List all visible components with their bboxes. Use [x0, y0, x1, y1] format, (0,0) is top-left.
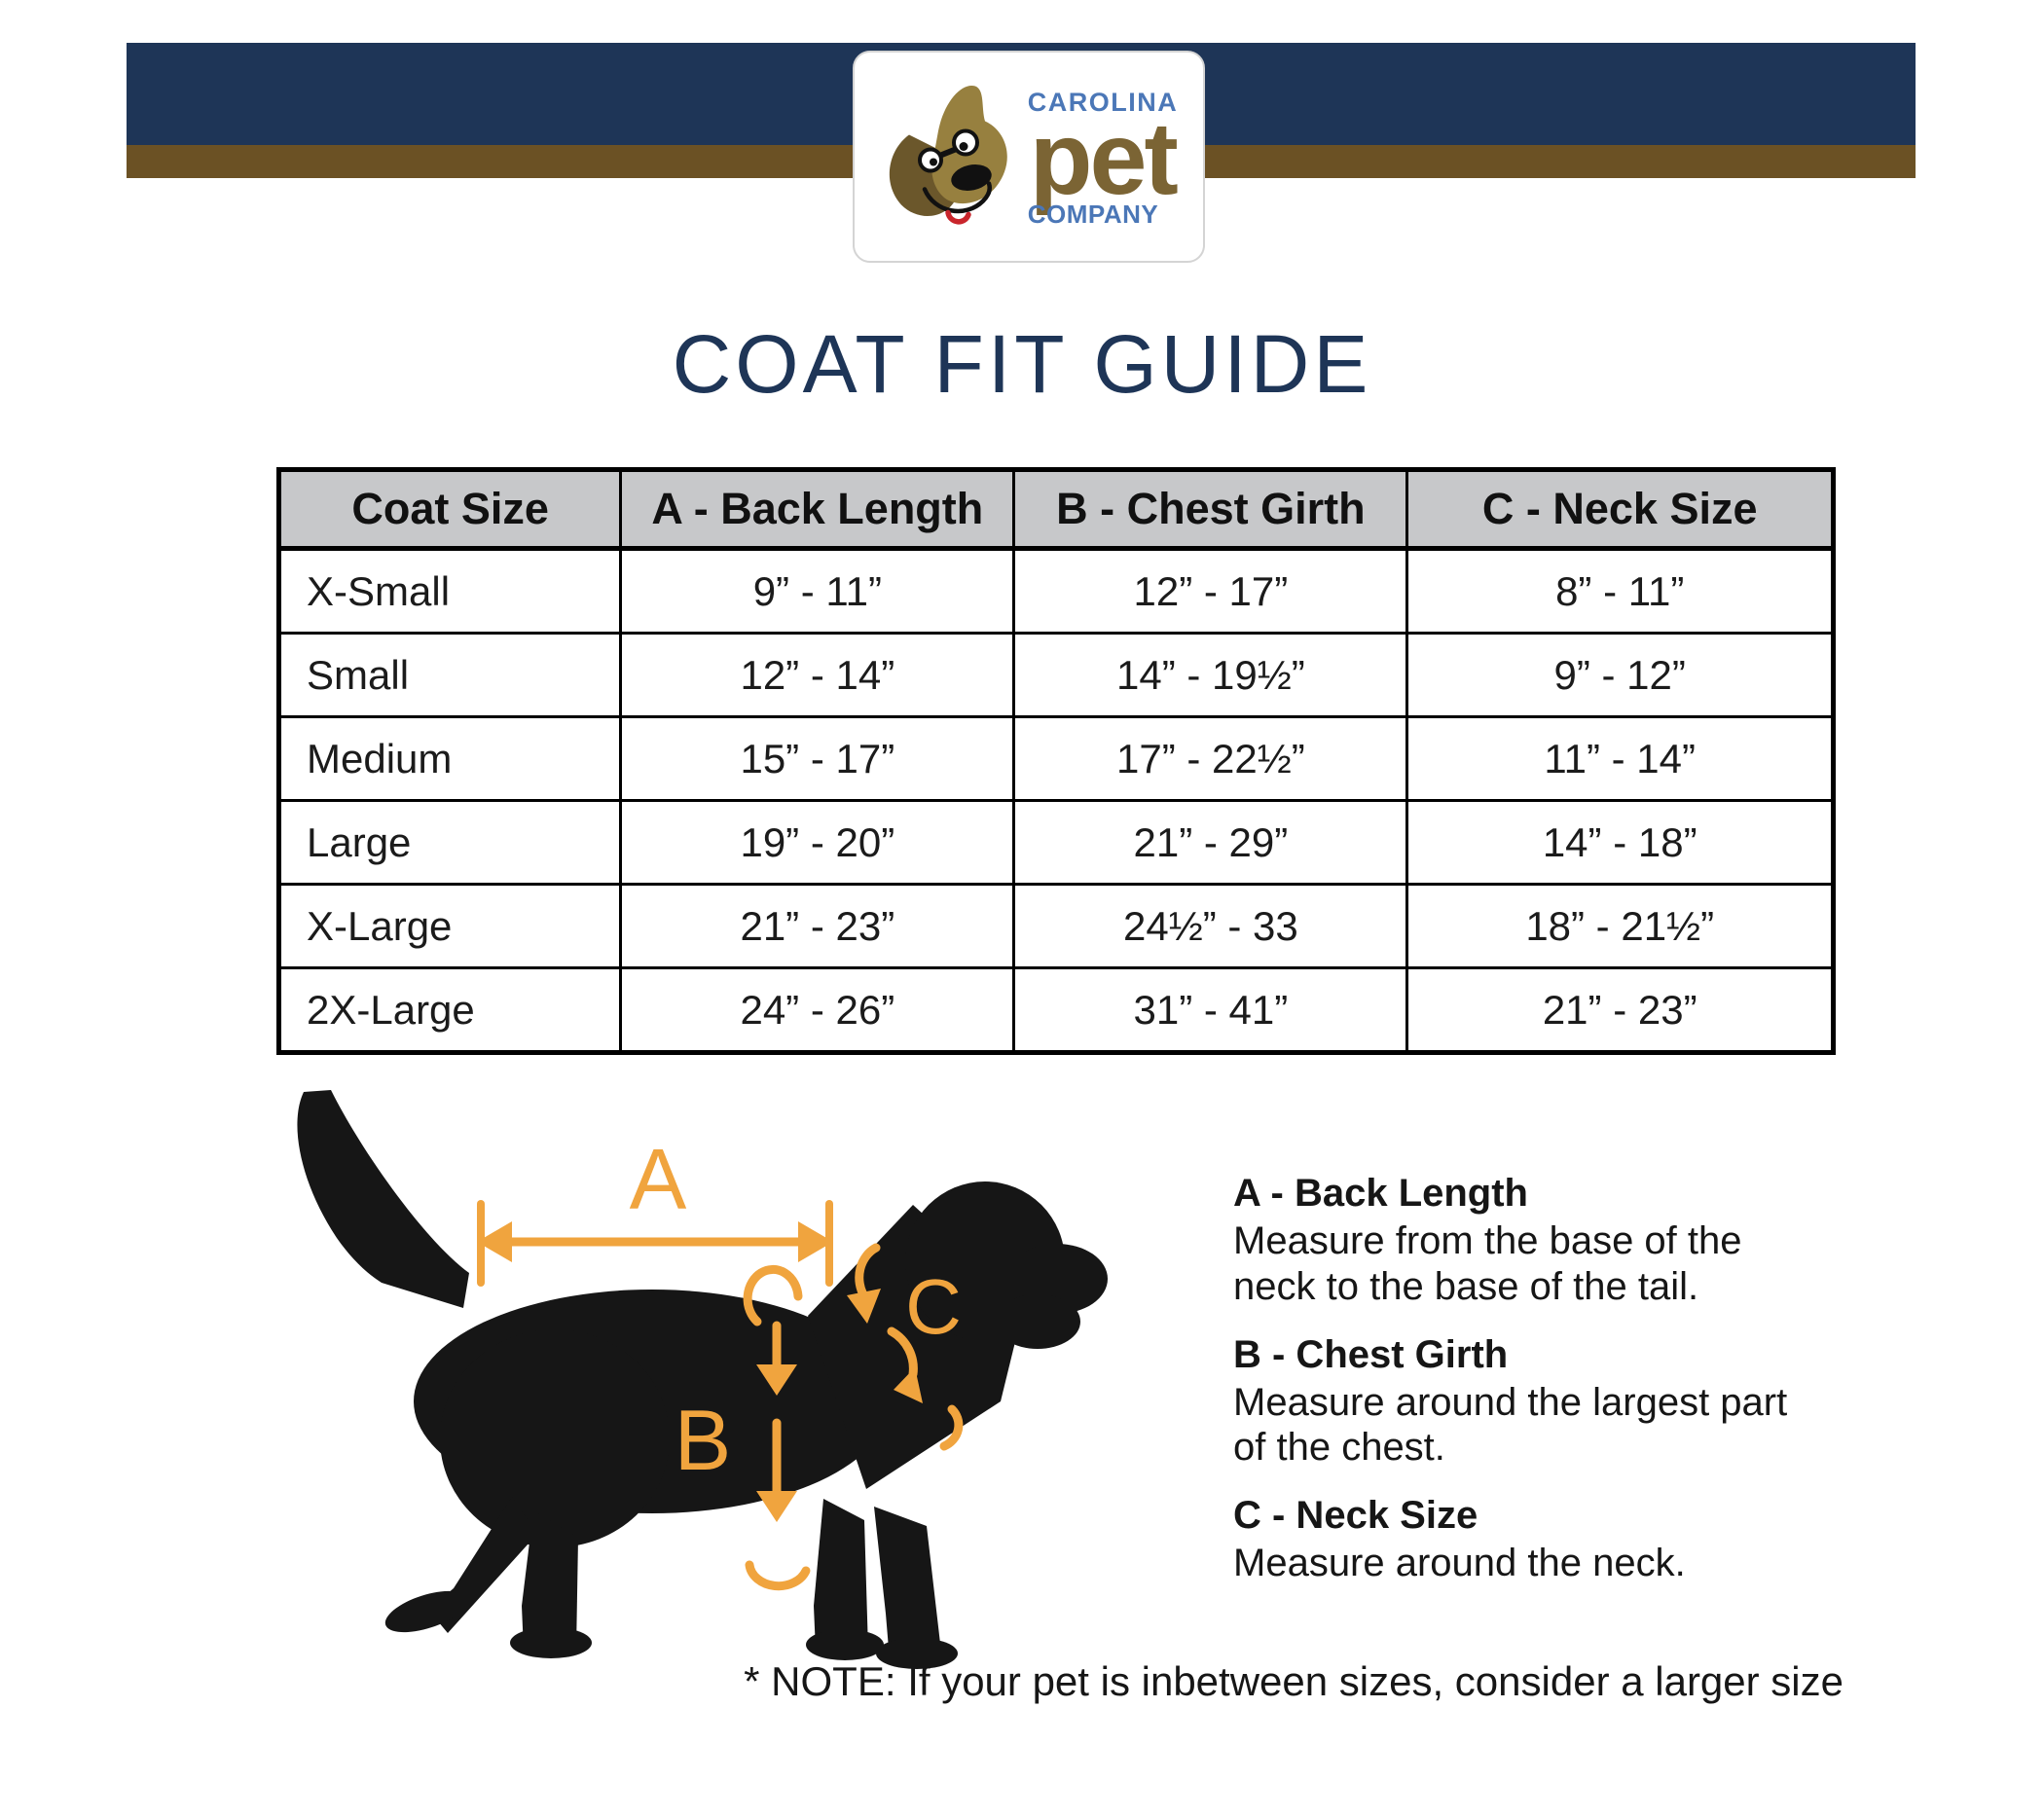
legend-text: Measure around the largest part of the c… [1233, 1380, 1788, 1470]
col-header-back-length: A - Back Length [619, 468, 1016, 551]
size-note: * NOTE: If your pet is inbetween sizes, … [744, 1658, 1843, 1704]
size-name-cell: Small [276, 632, 623, 718]
measurement-range-cell: 18” - 21½” [1405, 883, 1835, 969]
label-a: A [630, 1131, 687, 1227]
measurement-range-cell: 9” - 12” [1405, 632, 1835, 718]
measurement-legend: A - Back Length Measure from the base of… [1233, 1172, 1817, 1610]
legend-heading: A - Back Length [1233, 1172, 1528, 1215]
legend-item-chest-girth: B - Chest Girth Measure around the large… [1233, 1333, 1817, 1472]
brand-wordmark: CAROLINA pet COMPANY [1028, 88, 1179, 231]
dog-head-logo-icon [880, 73, 1026, 241]
legend-text: Measure from the base of the neck to the… [1233, 1219, 1742, 1308]
measurement-range-cell: 14” - 18” [1405, 799, 1835, 886]
legend-item-back-length: A - Back Length Measure from the base of… [1233, 1172, 1817, 1310]
measurement-range-cell: 12” - 17” [1012, 547, 1409, 635]
size-table-body: X-Small 9” - 11” 12” - 17” 8” - 11” Small 12”… [276, 547, 1835, 1054]
chest-girth-top-hook [743, 1264, 803, 1326]
label-c: C [905, 1263, 962, 1350]
measurement-range-cell: 24½” - 33 [1012, 883, 1409, 969]
size-name-cell: X-Large [276, 883, 623, 969]
table-header-row: Coat Size A - Back Length B - Chest Girt… [276, 468, 1835, 551]
coat-size-table: Coat Size A - Back Length B - Chest Girt… [276, 467, 1836, 1055]
size-name-cell: Large [276, 799, 623, 886]
col-header-neck-size: C - Neck Size [1405, 468, 1835, 551]
measurement-range-cell: 24” - 26” [619, 966, 1016, 1054]
table-row: Small 12” - 14” 14” - 19½” 9” - 12” [276, 632, 1835, 718]
dog-measurement-diagram: A B C [297, 1090, 1108, 1669]
size-name-cell: 2X-Large [276, 966, 623, 1054]
chest-girth-bottom-hook [745, 1560, 811, 1591]
measurement-range-cell: 8” - 11” [1405, 547, 1835, 635]
brand-line-carolina: CAROLINA [1027, 87, 1179, 117]
legend-heading: B - Chest Girth [1233, 1332, 1509, 1376]
col-header-coat-size: Coat Size [276, 468, 623, 551]
measurement-range-cell: 21” - 23” [619, 883, 1016, 969]
legend-item-neck-size: C - Neck Size Measure around the neck. [1233, 1494, 1817, 1586]
dog-silhouette [297, 1090, 1108, 1669]
measurement-range-cell: 19” - 20” [619, 799, 1016, 886]
legend-heading: C - Neck Size [1233, 1494, 1478, 1538]
neck-size-hook-upper [855, 1243, 881, 1301]
arrowheads [477, 1221, 923, 1522]
measurement-range-cell: 21” - 29” [1012, 799, 1409, 886]
col-header-chest-girth: B - Chest Girth [1012, 468, 1409, 551]
table-row: 2X-Large 24” - 26” 31” - 41” 21” - 23” [276, 966, 1835, 1054]
measurement-range-cell: 15” - 17” [619, 715, 1016, 802]
measurement-range-cell: 12” - 14” [619, 632, 1016, 718]
brand-line-company: COMPANY [1027, 200, 1159, 230]
size-name-cell: Medium [276, 715, 623, 802]
table-row: X-Large 21” - 23” 24½” - 33 18” - 21½” [276, 883, 1835, 969]
brand-logo-card: CAROLINA pet COMPANY [853, 51, 1205, 263]
table-row: X-Small 9” - 11” 12” - 17” 8” - 11” [276, 547, 1835, 635]
label-b: B [675, 1392, 732, 1488]
neck-size-hook-lower [939, 1404, 964, 1451]
table-row: Medium 15” - 17” 17” - 22½” 11” - 14” [276, 715, 1835, 802]
measurement-range-cell: 21” - 23” [1405, 966, 1835, 1054]
measurement-range-cell: 17” - 22½” [1012, 715, 1409, 802]
table-row: Large 19” - 20” 21” - 29” 14” - 18” [276, 799, 1835, 886]
brand-line-pet: pet [1029, 100, 1179, 216]
measurement-range-cell: 31” - 41” [1012, 966, 1409, 1054]
legend-text: Measure around the neck. [1233, 1542, 1686, 1585]
size-name-cell: X-Small [276, 547, 623, 635]
page-title: COAT FIT GUIDE [672, 318, 1372, 410]
measurement-range-cell: 11” - 14” [1405, 715, 1835, 802]
measurement-range-cell: 9” - 11” [619, 547, 1016, 635]
measurement-range-cell: 14” - 19½” [1012, 632, 1409, 718]
